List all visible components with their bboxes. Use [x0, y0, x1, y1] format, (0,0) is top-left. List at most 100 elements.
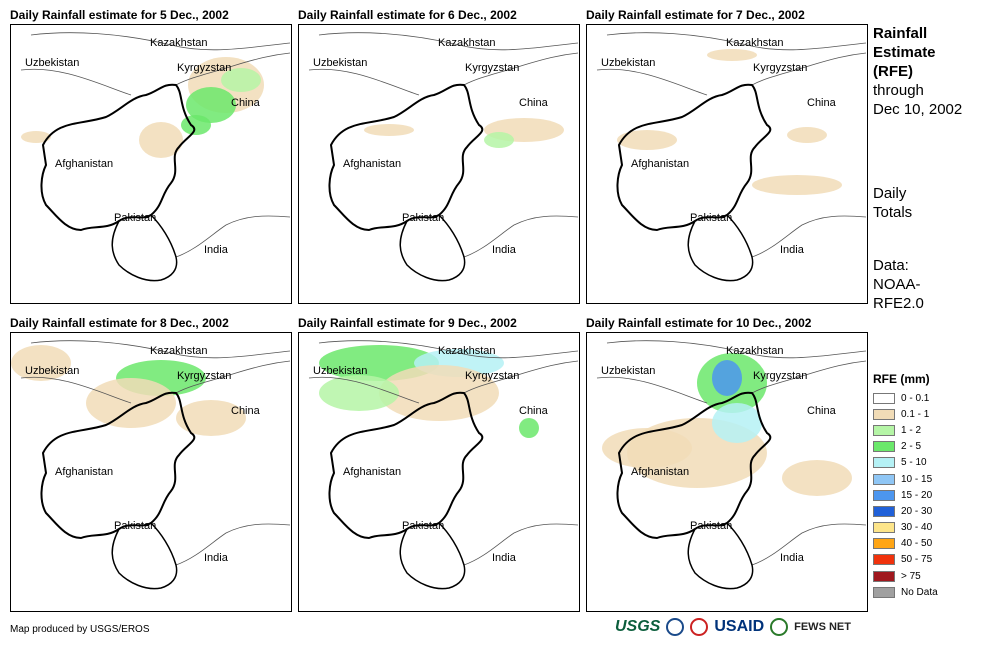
legend-swatch: [873, 538, 895, 550]
rainfall-map: Kazakhstan Uzbekistan Kyrgyzstan China Afgha…: [586, 332, 868, 612]
rainfall-map: Kazakhstan Uzbekistan Kyrgyzstan China Afgha…: [298, 24, 580, 304]
legend-label: 1 - 2: [901, 424, 922, 436]
afghanistan-border: [328, 391, 484, 540]
afghanistan-border: [40, 391, 196, 540]
afghanistan-border: [40, 83, 196, 232]
map-drawing: [596, 340, 867, 590]
map-label-uzbekistan: Uzbekistan: [313, 365, 368, 377]
legend-swatch: [873, 457, 895, 469]
side-data: Data: NOAA- RFE2.0: [873, 256, 924, 313]
legend-swatch: [873, 554, 895, 566]
map-label-china: China: [807, 405, 836, 417]
map-label-pakistan: Pakistan: [114, 520, 157, 532]
rainfall-area: [21, 131, 51, 143]
map-label-india: India: [204, 552, 228, 564]
map-label-kyrgyzstan: Kyrgyzstan: [465, 62, 520, 74]
map-label-india: India: [780, 244, 804, 256]
map-label-india: India: [492, 244, 516, 256]
country-border: [318, 340, 579, 359]
pakistan-border: [111, 522, 178, 590]
rainfall-area: [364, 124, 414, 136]
map-label-kyrgyzstan: Kyrgyzstan: [177, 62, 232, 74]
country-border: [596, 376, 708, 404]
legend-label: 40 - 50: [901, 538, 933, 550]
map-label-pakistan: Pakistan: [402, 520, 445, 532]
side-data-2: NOAA-: [873, 276, 921, 293]
rainfall-area: [712, 360, 742, 396]
rainfall-area: [602, 428, 692, 468]
legend-item: 10 - 15: [873, 471, 938, 487]
legend-label: > 75: [901, 570, 921, 582]
map-label-kazakhstan: Kazakhstan: [438, 345, 496, 357]
country-border: [30, 340, 291, 359]
country-border: [30, 32, 291, 51]
map-drawing: [308, 340, 579, 590]
rainfall-area: [752, 175, 842, 195]
map-label-afghanistan: Afghanistan: [343, 158, 402, 170]
map-label-china: China: [519, 97, 548, 109]
map-label-kazakhstan: Kazakhstan: [150, 37, 208, 49]
legend-label: 2 - 5: [901, 441, 922, 453]
legend-swatch: [873, 489, 895, 501]
side-title-line2: Estimate: [873, 44, 936, 61]
panel-title: Daily Rainfall estimate for 10 Dec., 200…: [586, 316, 812, 330]
fews-net-logo: FEWS NET: [794, 621, 851, 633]
panel-title: Daily Rainfall estimate for 9 Dec., 2002: [298, 316, 517, 330]
country-border: [308, 376, 420, 404]
map-drawing: [11, 340, 291, 590]
country-border: [20, 68, 132, 96]
legend-item: > 75: [873, 568, 938, 584]
map-label-china: China: [807, 97, 836, 109]
legend-swatch: [873, 392, 895, 404]
pakistan-border: [399, 214, 466, 282]
country-border: [751, 523, 867, 566]
rainfall-area: [319, 375, 399, 411]
rainfall-area: [617, 130, 677, 150]
rainfall-area: [707, 49, 757, 61]
legend-label: 15 - 20: [901, 489, 933, 501]
rainfall-map: Kazakhstan Uzbekistan Kyrgyzstan China Afgha…: [10, 24, 292, 304]
side-daily-1: Daily: [873, 185, 907, 202]
map-label-china: China: [231, 97, 260, 109]
legend-title: RFE (mm): [873, 372, 930, 386]
map-label-afghanistan: Afghanistan: [343, 466, 402, 478]
map-drawing: [308, 32, 579, 282]
country-border: [596, 68, 708, 96]
map-label-kyrgyzstan: Kyrgyzstan: [177, 370, 232, 382]
legend-label: No Data: [901, 586, 938, 598]
map-label-india: India: [780, 552, 804, 564]
legend-swatch: [873, 522, 895, 534]
side-date: Dec 10, 2002: [873, 101, 963, 118]
legend: 0 - 0.1 0.1 - 1 1 - 2 2 - 5 5 - 10 10 - 15 15 …: [873, 390, 938, 600]
noaa-logo-icon: [666, 618, 685, 636]
map-label-china: China: [231, 405, 260, 417]
nasa-logo-icon: [690, 618, 709, 636]
panel-title: Daily Rainfall estimate for 6 Dec., 2002: [298, 8, 517, 22]
map-drawing: [596, 32, 867, 282]
legend-item: No Data: [873, 584, 938, 600]
country-border: [175, 52, 291, 86]
legend-label: 0 - 0.1: [901, 392, 930, 404]
pakistan-border: [687, 214, 754, 282]
country-border: [20, 376, 132, 404]
map-label-china: China: [519, 405, 548, 417]
country-border: [463, 523, 579, 566]
rainfall-area: [221, 68, 261, 92]
rainfall-area: [712, 403, 762, 443]
map-label-pakistan: Pakistan: [690, 520, 733, 532]
legend-item: 2 - 5: [873, 439, 938, 455]
map-label-kazakhstan: Kazakhstan: [150, 345, 208, 357]
map-label-afghanistan: Afghanistan: [55, 466, 114, 478]
panel-title: Daily Rainfall estimate for 7 Dec., 2002: [586, 8, 805, 22]
logo-bar: USGS USAID FEWS NET: [615, 618, 851, 636]
country-border: [606, 340, 867, 359]
country-border: [463, 360, 579, 394]
rainfall-area: [186, 87, 236, 123]
side-data-1: Data:: [873, 257, 909, 274]
credit: Map produced by USGS/EROS: [10, 624, 150, 635]
rainfall-map: Kazakhstan Uzbekistan Kyrgyzstan China Afgha…: [298, 332, 580, 612]
pakistan-border: [399, 522, 466, 590]
map-label-india: India: [204, 244, 228, 256]
rainfall-area: [181, 115, 211, 135]
map-label-kyrgyzstan: Kyrgyzstan: [753, 370, 808, 382]
